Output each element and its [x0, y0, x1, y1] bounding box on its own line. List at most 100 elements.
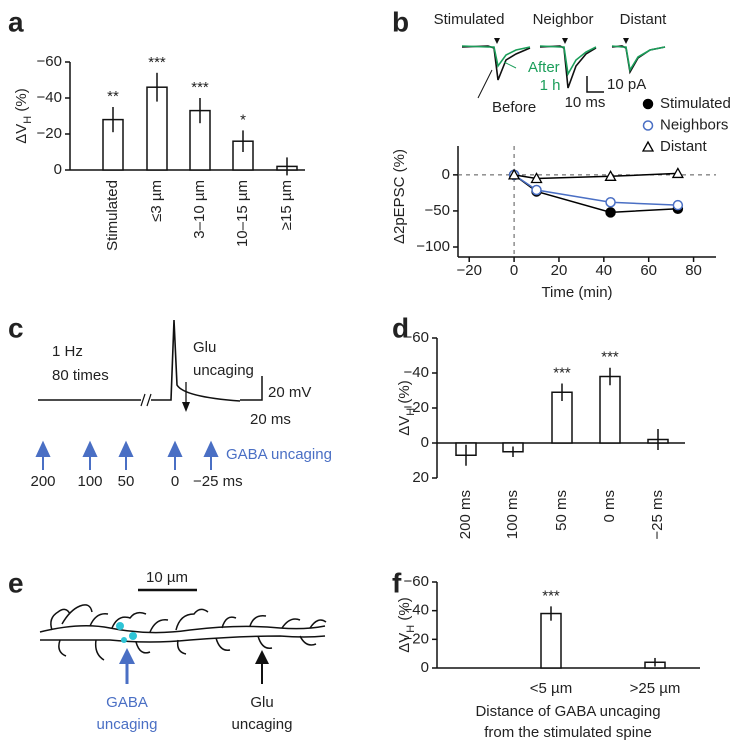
inset-label: 10 ms — [565, 94, 606, 111]
y-axis-label: ΔVH (%) — [13, 88, 34, 143]
inset-label: 10 pA — [607, 76, 646, 93]
x-tick-label: 10–15 µm — [234, 180, 251, 247]
point — [530, 172, 543, 184]
x-tick-label: 100 ms — [504, 490, 521, 539]
note: uncaging — [193, 362, 254, 379]
x-tick-label: 80 — [685, 262, 702, 279]
point — [531, 184, 542, 196]
significance: *** — [191, 79, 209, 96]
gaba-label: uncaging — [97, 716, 158, 733]
x-tick-label: 0 — [510, 262, 518, 279]
y-label-main: ΔV — [396, 416, 413, 436]
y-label-main: ΔV — [13, 124, 30, 144]
glu-arrow — [182, 402, 190, 412]
glu-label: uncaging — [232, 716, 293, 733]
inset-label: 1 h — [540, 77, 561, 94]
y-tick-label: −40 — [37, 89, 62, 106]
x-tick-label: 50 ms — [553, 490, 570, 531]
scale-label: 20 ms — [250, 411, 291, 428]
timing-label: 200 — [30, 473, 55, 490]
timing-label: 50 — [118, 473, 135, 490]
y-tick-label: 0 — [421, 434, 429, 451]
significance: *** — [553, 364, 571, 381]
y-tick-label: 20 — [412, 469, 429, 486]
y-tick-label: −40 — [404, 364, 429, 381]
point — [605, 207, 616, 218]
timing-label: −25 ms — [193, 473, 243, 490]
y-tick-label: 0 — [421, 659, 429, 676]
y-label-unit: (%) — [396, 597, 413, 625]
gaba-spots — [116, 622, 137, 643]
y-tick-label: −20 — [404, 630, 429, 647]
note: 1 Hz — [52, 343, 83, 360]
x-tick-label: >25 µm — [630, 680, 681, 697]
panel-letter: c — [8, 312, 24, 343]
series-line — [513, 172, 678, 180]
dendrite — [39, 604, 327, 661]
x-tick-label: Stimulated — [104, 180, 121, 251]
x-tick-label: <5 µm — [530, 680, 572, 697]
y-tick-label: −100 — [416, 238, 450, 255]
x-tick-label: 40 — [595, 262, 612, 279]
y-tick-label: −60 — [404, 329, 429, 346]
x-tick-label: 3–10 µm — [191, 180, 208, 239]
y-axis-label: Δ2pEPSC (%) — [391, 149, 408, 244]
note: 80 times — [52, 367, 109, 384]
timing-label: 0 — [171, 473, 179, 490]
panel-letter: f — [392, 567, 402, 598]
legend-marker — [642, 98, 654, 110]
y-tick-label: −20 — [404, 399, 429, 416]
inset-traces — [461, 45, 666, 99]
gaba-label: GABA uncaging — [226, 446, 332, 463]
scale-label: 10 µm — [146, 569, 188, 586]
panel-letter: d — [392, 312, 409, 343]
inset-label: Before — [492, 99, 536, 116]
x-tick-label: 60 — [640, 262, 657, 279]
x-tick-label: 0 ms — [601, 490, 618, 523]
series-line — [513, 174, 678, 206]
y-tick-label: −50 — [425, 202, 450, 219]
y-label-unit: (%) — [13, 88, 30, 116]
y-tick-label: 0 — [442, 166, 450, 183]
scale-label: 20 mV — [268, 384, 311, 401]
y-label-sub: H — [405, 408, 417, 416]
y-label-sub: H — [22, 116, 34, 124]
panel-letter: b — [392, 6, 409, 37]
x-tick-label: ≤3 µm — [148, 180, 165, 222]
legend-marker — [642, 120, 654, 131]
x-axis-label: Distance of GABA uncaging — [475, 703, 660, 720]
inset-arrows — [494, 38, 629, 44]
significance: *** — [148, 54, 166, 71]
y-tick-label: −20 — [37, 125, 62, 142]
y-tick-label: 0 — [54, 161, 62, 178]
gaba-arrows — [35, 440, 219, 470]
voltage-trace — [38, 319, 263, 407]
inset-label: Neighbor — [533, 11, 594, 28]
inset-label: After — [528, 59, 560, 76]
point — [605, 197, 616, 208]
point — [604, 169, 617, 181]
legend-label: Stimulated — [660, 95, 731, 112]
gaba-label: GABA — [106, 694, 148, 711]
timing-label: 100 — [77, 473, 102, 490]
significance: *** — [601, 349, 619, 366]
y-axis-label: ΔVH (%) — [396, 597, 417, 652]
significance: * — [240, 111, 246, 128]
point — [671, 167, 684, 179]
x-axis-label: Time (min) — [541, 284, 612, 301]
x-axis-label: from the stimulated spine — [484, 724, 652, 741]
x-tick-label: −25 ms — [649, 490, 666, 540]
x-tick-label: 20 — [551, 262, 568, 279]
glu-label: Glu — [250, 694, 273, 711]
point — [507, 168, 521, 180]
uncaging-arrows — [119, 648, 269, 684]
legend-label: Distant — [660, 138, 708, 155]
point — [672, 199, 684, 211]
y-label-sub: H — [405, 625, 417, 633]
x-tick-label: −20 — [456, 262, 481, 279]
y-tick-label: −60 — [404, 573, 429, 590]
x-tick-label: 200 ms — [457, 490, 474, 539]
y-label-main: ΔV — [396, 633, 413, 653]
panel-letter: e — [8, 567, 24, 598]
